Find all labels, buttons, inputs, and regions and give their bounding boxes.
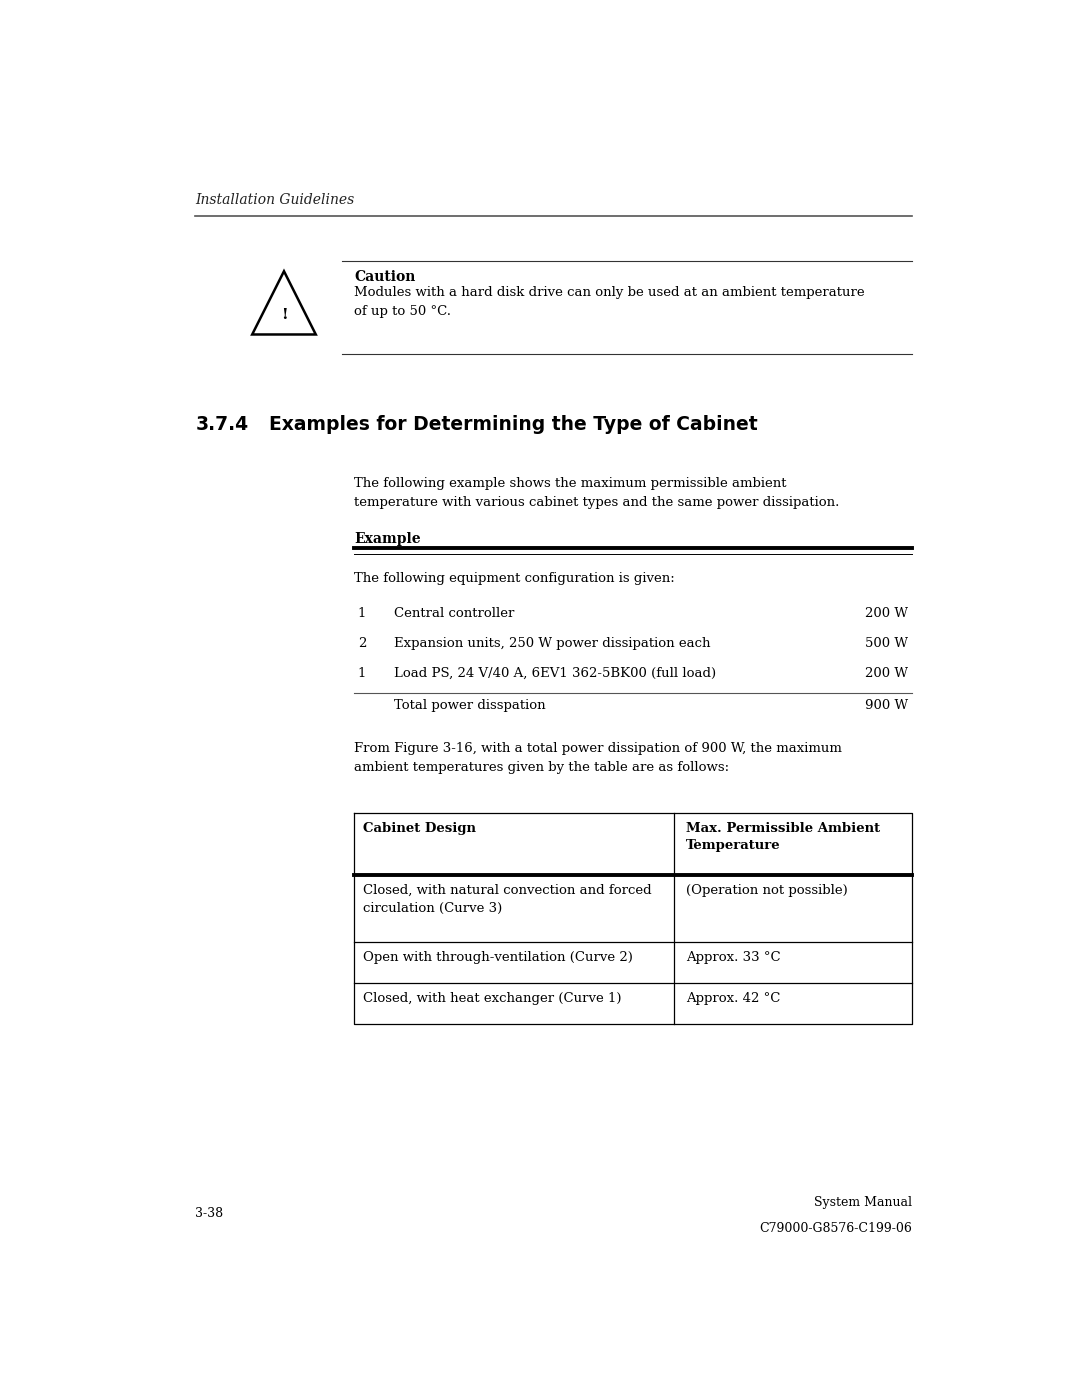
Text: !: ! — [281, 307, 287, 323]
Text: Max. Permissible Ambient
Temperature: Max. Permissible Ambient Temperature — [686, 821, 880, 852]
Text: 200 W: 200 W — [865, 606, 908, 619]
Text: Caution: Caution — [354, 270, 416, 284]
Text: 3-38: 3-38 — [195, 1207, 224, 1220]
Text: The following equipment configuration is given:: The following equipment configuration is… — [354, 573, 675, 585]
Text: Cabinet Design: Cabinet Design — [363, 821, 475, 834]
Text: Closed, with natural convection and forced
circulation (Curve 3): Closed, with natural convection and forc… — [363, 884, 651, 915]
Text: From Figure 3-16, with a total power dissipation of 900 W, the maximum
ambient t: From Figure 3-16, with a total power dis… — [354, 742, 842, 774]
Text: C79000-G8576-C199-06: C79000-G8576-C199-06 — [759, 1222, 912, 1235]
Text: Total power disspation: Total power disspation — [394, 698, 546, 712]
Text: 500 W: 500 W — [865, 637, 908, 650]
Text: Examples for Determining the Type of Cabinet: Examples for Determining the Type of Cab… — [269, 415, 757, 434]
Text: Approx. 42 °C: Approx. 42 °C — [686, 992, 780, 1004]
Text: 2: 2 — [357, 637, 366, 650]
Text: System Manual: System Manual — [813, 1196, 912, 1208]
Text: 1: 1 — [357, 666, 366, 680]
Text: 200 W: 200 W — [865, 666, 908, 680]
Text: 1: 1 — [357, 606, 366, 619]
Text: Approx. 33 °C: Approx. 33 °C — [686, 951, 781, 964]
Text: Open with through-ventilation (Curve 2): Open with through-ventilation (Curve 2) — [363, 951, 633, 964]
Text: (Operation not possible): (Operation not possible) — [686, 884, 848, 897]
Text: Modules with a hard disk drive can only be used at an ambient temperature
of up : Modules with a hard disk drive can only … — [354, 286, 865, 319]
Text: Load PS, 24 V/40 A, 6EV1 362-5BK00 (full load): Load PS, 24 V/40 A, 6EV1 362-5BK00 (full… — [394, 666, 717, 680]
Text: 900 W: 900 W — [865, 698, 908, 712]
Text: Installation Guidelines: Installation Guidelines — [195, 193, 354, 207]
Text: 3.7.4: 3.7.4 — [195, 415, 248, 434]
Text: Central controller: Central controller — [394, 606, 515, 619]
Text: Example: Example — [354, 532, 421, 546]
Text: Expansion units, 250 W power dissipation each: Expansion units, 250 W power dissipation… — [394, 637, 711, 650]
Text: The following example shows the maximum permissible ambient
temperature with var: The following example shows the maximum … — [354, 478, 839, 510]
Text: Closed, with heat exchanger (Curve 1): Closed, with heat exchanger (Curve 1) — [363, 992, 621, 1004]
